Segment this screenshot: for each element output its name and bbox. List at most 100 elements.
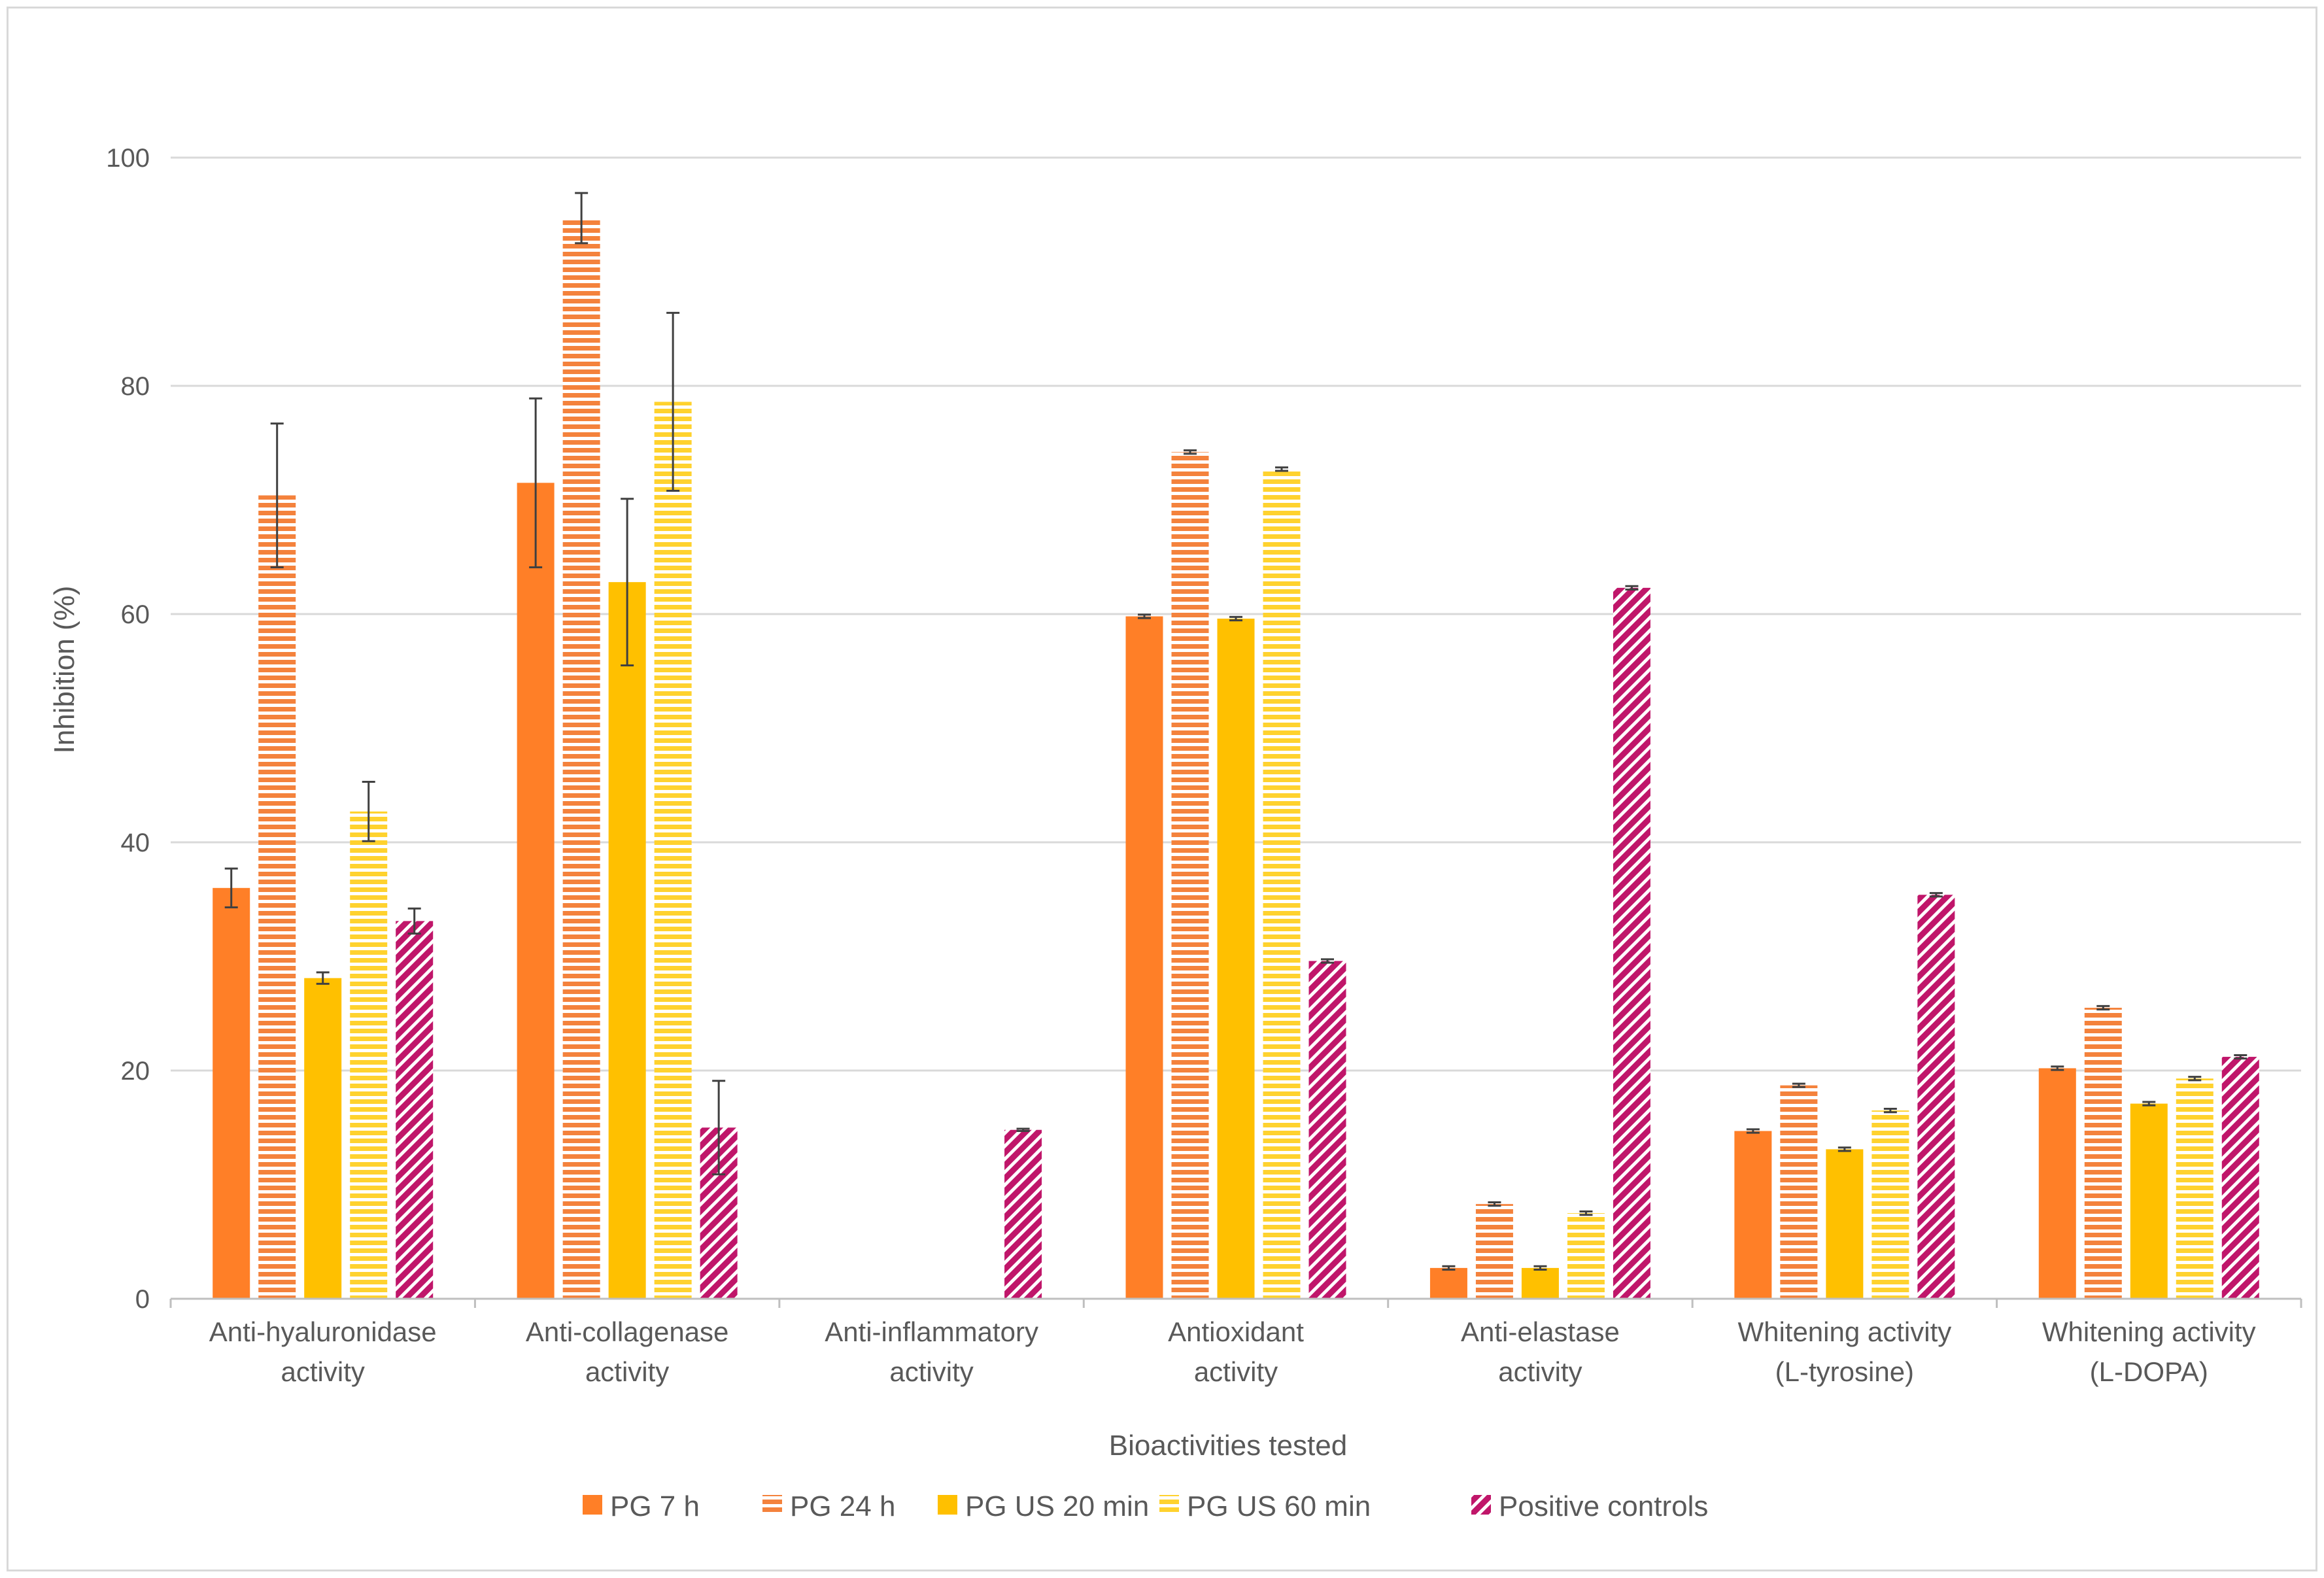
error-bar [666, 311, 680, 492]
x-category-label: (L-tyrosine) [1775, 1356, 1914, 1387]
error-bar [2142, 1101, 2156, 1106]
error-bar [1275, 466, 1288, 472]
bar-positive-controls-2 [1004, 1129, 1042, 1299]
error-bar [316, 971, 330, 985]
legend-label: PG 7 h [610, 1490, 700, 1522]
bar-pg-24-h-1 [562, 218, 600, 1299]
bar-pg-us-60-min-3 [1263, 469, 1301, 1299]
legend-item: Positive controls [1471, 1490, 1708, 1522]
error-bar [1229, 615, 1242, 622]
bar-pg-us-60-min-0 [350, 811, 388, 1299]
legend-item: PG 24 h [762, 1490, 895, 1522]
bar-pg-us-20-min-0 [304, 978, 342, 1299]
legend-swatch [583, 1495, 602, 1515]
y-tick-label: 0 [135, 1285, 150, 1314]
error-bar [1625, 585, 1639, 591]
error-bar [224, 867, 238, 908]
error-bar [1488, 1201, 1501, 1207]
error-bar [712, 1080, 726, 1176]
y-tick-label: 100 [106, 144, 150, 173]
error-bar [1442, 1265, 1456, 1271]
error-bar [621, 498, 634, 667]
x-category-label: Anti-hyaluronidase [209, 1316, 437, 1347]
bar-pg-24-h-5 [1780, 1085, 1818, 1299]
error-bar [2234, 1054, 2247, 1060]
x-category-label: Anti-inflammatory [825, 1316, 1038, 1347]
bar-pg-24-h-6 [2084, 1008, 2122, 1299]
y-tick-label: 40 [121, 829, 150, 857]
x-category-label: Whitening activity [2042, 1316, 2256, 1347]
legend-label: PG US 20 min [965, 1490, 1149, 1522]
error-bar [270, 422, 284, 568]
legend-swatch [762, 1495, 782, 1515]
legend-label: PG 24 h [790, 1490, 895, 1522]
bar-pg-24-h-0 [258, 495, 296, 1299]
error-bar [529, 397, 543, 568]
legend-item: PG US 20 min [938, 1490, 1149, 1522]
bar-pg-7-h-6 [2038, 1068, 2076, 1299]
legend-swatch [1159, 1495, 1179, 1515]
x-category-label: Antioxidant [1168, 1316, 1304, 1347]
legend-label: PG US 60 min [1187, 1490, 1371, 1522]
legend-item: PG 7 h [583, 1490, 700, 1522]
chart-frame: 0 20 40 60 80 100 Anti-hyaluronidase activity A… [7, 7, 2317, 1571]
bar-pg-24-h-4 [1475, 1204, 1513, 1299]
bar-positive-controls-6 [2221, 1057, 2259, 1299]
error-bar [1929, 892, 1943, 898]
error-bar [2051, 1065, 2064, 1071]
bar-pg-us-20-min-4 [1521, 1267, 1559, 1299]
x-category-label: activity [585, 1356, 669, 1387]
x-axis-title: Bioactivities tested [1109, 1430, 1347, 1462]
error-bar [1579, 1210, 1593, 1216]
error-bar [1184, 449, 1197, 455]
error-bar [407, 907, 421, 935]
bar-pg-us-20-min-3 [1217, 618, 1255, 1299]
x-category-label: Anti-collagenase [526, 1316, 729, 1347]
bar-pg-us-20-min-1 [608, 582, 646, 1299]
bar-pg-7-h-4 [1429, 1267, 1467, 1299]
bar-positive-controls-0 [396, 921, 434, 1299]
bar-pg-7-h-3 [1125, 616, 1163, 1299]
x-axis [169, 1297, 2302, 1308]
legend-label: Positive controls [1499, 1490, 1708, 1522]
y-tick-label: 60 [121, 600, 150, 629]
error-bar [1837, 1146, 1851, 1152]
bar-pg-us-60-min-1 [654, 402, 692, 1299]
error-bar [2188, 1076, 2202, 1082]
error-bar [1321, 958, 1334, 964]
legend-swatch [938, 1495, 957, 1515]
legend-item: PG US 60 min [1159, 1490, 1371, 1522]
x-category-label: (L-DOPA) [2090, 1356, 2208, 1387]
bar-series [213, 218, 2259, 1299]
error-bar [2096, 1004, 2110, 1011]
error-bar [1138, 613, 1151, 619]
bar-pg-us-20-min-5 [1826, 1149, 1864, 1299]
x-category-label: activity [281, 1356, 365, 1387]
y-tick-label: 80 [121, 372, 150, 401]
x-category-label: activity [889, 1356, 973, 1387]
x-axis-category-labels: Anti-hyaluronidase activity Anti-collagena… [209, 1316, 2256, 1387]
x-category-label: Whitening activity [1737, 1316, 1951, 1347]
y-tick-label: 20 [121, 1057, 150, 1086]
bar-positive-controls-5 [1917, 895, 1955, 1299]
y-axis-ticks: 0 20 40 60 80 100 [106, 144, 150, 1314]
y-axis-title: Inhibition (%) [48, 586, 80, 754]
x-category-label: Anti-elastase [1461, 1316, 1620, 1347]
legend: PG 7 h PG 24 h PG US 20 min PG US 60 min Pos… [583, 1490, 1708, 1522]
x-category-label: activity [1194, 1356, 1278, 1387]
error-bar [1533, 1265, 1547, 1271]
error-bar [1016, 1127, 1030, 1132]
bar-positive-controls-4 [1613, 587, 1650, 1299]
bar-pg-us-60-min-6 [2176, 1078, 2213, 1299]
x-category-label: activity [1498, 1356, 1582, 1387]
bar-pg-7-h-0 [213, 887, 250, 1299]
error-bar [1792, 1082, 1805, 1088]
error-bar [1746, 1128, 1760, 1134]
bar-positive-controls-3 [1308, 961, 1346, 1299]
bar-pg-7-h-5 [1734, 1131, 1772, 1299]
error-bar [575, 192, 589, 245]
bar-pg-us-20-min-6 [2130, 1103, 2168, 1299]
error-bar [362, 781, 375, 842]
legend-swatch [1471, 1495, 1491, 1515]
